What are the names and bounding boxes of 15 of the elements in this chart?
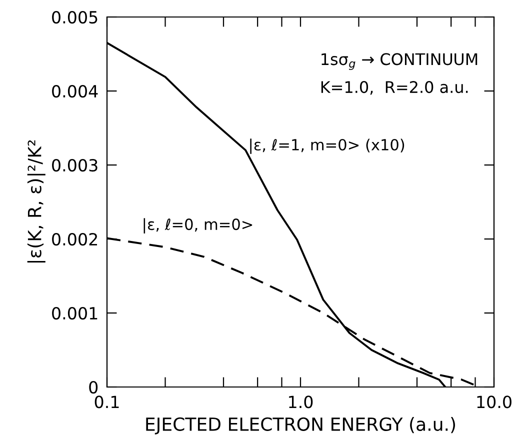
y-tick-label: 0.004 xyxy=(52,84,98,98)
y-tick-label: 0 xyxy=(89,380,98,394)
y-axis-title: |ε(K, R, ε)|²/K² xyxy=(27,140,46,262)
series-label: |ε, ℓ=1, m=0> (x10) xyxy=(250,138,404,154)
y-tick-label: 0.002 xyxy=(52,232,97,246)
y-tick-label: 0.001 xyxy=(52,306,98,320)
x-axis-title: EJECTED ELECTRON ENERGY (a.u.) xyxy=(146,417,456,434)
y-tick-label: 0.003 xyxy=(52,158,98,172)
x-tick-label: 10.0 xyxy=(477,396,512,408)
x-tick-label: 0.1 xyxy=(94,396,119,408)
x-tick-label: 1.0 xyxy=(289,396,313,408)
annotation: K=1.0, R=2.0 a.u. xyxy=(321,80,468,95)
series-label: |ε, ℓ=0, m=0> xyxy=(144,218,252,234)
y-tick-label: 0.005 xyxy=(52,10,98,24)
annotation: 1sσ$_{g}$ → CONTINUUM xyxy=(322,53,478,70)
